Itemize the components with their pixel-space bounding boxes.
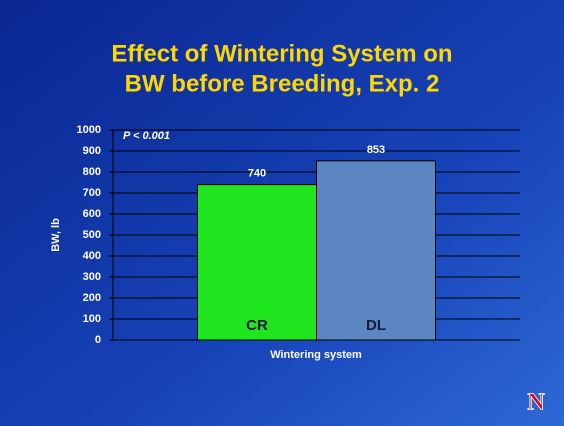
bar: [316, 160, 436, 341]
y-tick-label: 1000: [77, 124, 101, 136]
y-tick-label: 0: [95, 334, 101, 346]
y-tick-label: 700: [83, 187, 101, 199]
title-line: BW before Breeding, Exp. 2: [125, 70, 440, 97]
y-tick-label: 400: [83, 250, 101, 262]
category-label: DL: [366, 317, 386, 334]
logo: N: [527, 390, 545, 416]
value-label: 740: [248, 168, 266, 180]
annotation: P < 0.001: [123, 130, 170, 142]
value-label: 853: [367, 144, 385, 156]
y-tick-label: 600: [83, 208, 101, 220]
x-axis-label: Wintering system: [270, 349, 362, 361]
y-tick-label: 300: [83, 271, 101, 283]
title-line: Effect of Wintering System on: [111, 40, 452, 67]
y-tick-label: 800: [83, 166, 101, 178]
y-tick-label: 900: [83, 145, 101, 157]
y-tick-label: 100: [83, 313, 101, 325]
y-tick-label: 500: [83, 229, 101, 241]
bar: [197, 184, 317, 341]
category-label: CR: [246, 317, 268, 334]
y-tick-label: 200: [83, 292, 101, 304]
y-axis-label: BW, lb: [50, 218, 62, 252]
